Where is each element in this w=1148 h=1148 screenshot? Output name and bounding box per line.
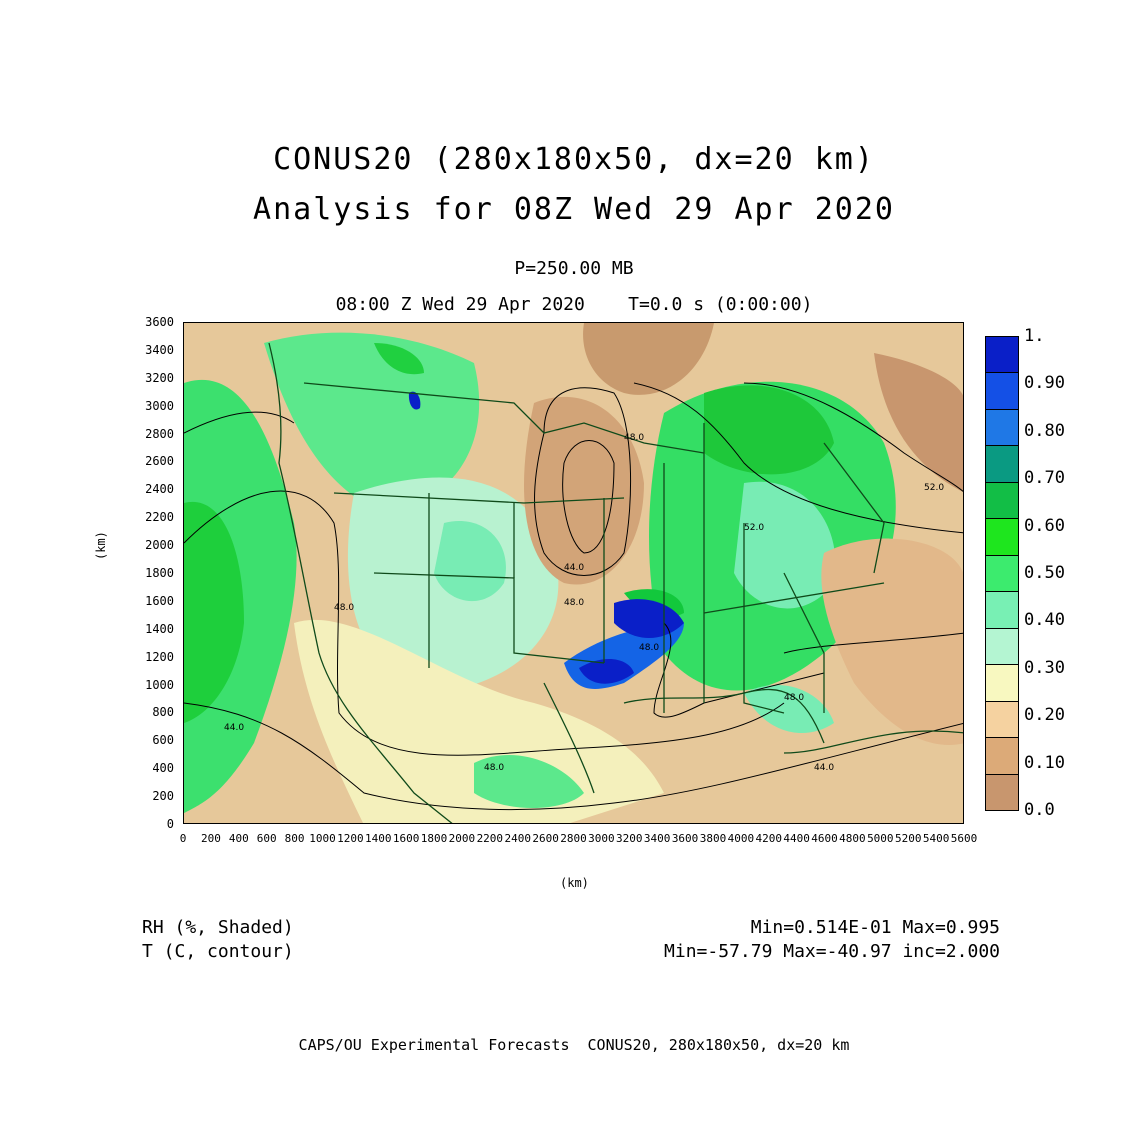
x-axis-unit: (km) <box>560 876 589 890</box>
x-tick-label: 2600 <box>532 832 559 845</box>
colorbar-swatch <box>985 591 1019 629</box>
x-tick-label: 1800 <box>420 832 448 845</box>
y-tick-label: 1800 <box>145 566 174 580</box>
colorbar-swatch <box>985 554 1019 593</box>
y-tick-label: 2400 <box>145 482 174 497</box>
x-tick-label: 3800 <box>699 832 727 845</box>
x-tick-label: 1200 <box>337 832 364 845</box>
x-tick-label: 200 <box>200 832 221 845</box>
valid-time: 08:00 Z Wed 29 Apr 2020 T=0.0 s (0:00:00… <box>335 294 813 315</box>
y-tick-label: 3400 <box>145 342 174 357</box>
y-tick-label: 1400 <box>145 621 174 636</box>
y-tick-label: 1000 <box>145 677 174 692</box>
plot-title: CONUS20 (280x180x50, dx=20 km) <box>273 142 875 177</box>
y-tick-label: 1200 <box>145 649 174 664</box>
x-tick-label: 4400 <box>783 832 810 845</box>
colorbar-label: 0.60 <box>1024 515 1065 536</box>
colorbar-swatch <box>985 737 1019 775</box>
colorbar-label: 0.20 <box>1024 705 1065 726</box>
x-tick-label: 5600 <box>950 832 978 845</box>
plot-subtitle: Analysis for 08Z Wed 29 Apr 2020 <box>253 192 895 227</box>
x-tick-label: 3400 <box>643 832 671 845</box>
contour-label: 44.0 <box>224 723 245 733</box>
y-tick-label: 3200 <box>145 370 174 385</box>
contour-label: 44.0 <box>564 563 585 573</box>
rh-colorbar <box>985 336 1019 811</box>
colorbar-swatch <box>985 773 1019 811</box>
colorbar-swatch <box>985 408 1019 447</box>
x-tick-label: 800 <box>284 832 305 845</box>
pressure-level: P=250.00 MB <box>514 258 634 279</box>
x-tick-label: 4600 <box>811 832 838 845</box>
y-axis-unit: (km) <box>94 531 108 560</box>
x-tick-label: 2400 <box>504 832 531 845</box>
x-tick-label: 3600 <box>671 832 699 845</box>
contour-label: 48.0 <box>624 433 645 443</box>
y-tick-label: 400 <box>152 761 174 776</box>
x-tick-label: 4800 <box>839 832 866 845</box>
x-tick-label: 3200 <box>616 832 643 845</box>
contour-label: 48.0 <box>334 603 355 613</box>
colorbar-swatch <box>985 664 1019 702</box>
colorbar-label: 0.0 <box>1024 800 1055 820</box>
y-tick-label: 2800 <box>145 426 174 441</box>
contour-label: 48.0 <box>639 643 660 653</box>
contour-label: 52.0 <box>744 523 765 533</box>
colorbar-swatch <box>985 445 1019 483</box>
map-canvas <box>184 323 963 823</box>
x-tick-label: 2000 <box>448 832 476 845</box>
y-tick-label: 1600 <box>145 593 174 608</box>
x-tick-label: 2800 <box>560 832 587 845</box>
y-tick-label: 3600 <box>145 315 174 329</box>
rh-temperature-map: 48.0 44.0 48.0 48.0 44.0 48.0 52.0 52.0 48.0 48.0… <box>183 322 964 824</box>
colorbar-label: 0.70 <box>1024 468 1065 489</box>
x-tick-label: 0 <box>179 832 187 845</box>
x-tick-label: 4200 <box>755 832 783 845</box>
contour-field-label: T (C, contour) <box>142 941 294 962</box>
y-tick-label: 2200 <box>145 510 174 525</box>
x-tick-label: 5000 <box>867 832 894 845</box>
y-tick-label: 2600 <box>145 454 174 469</box>
colorbar-swatch <box>985 336 1019 374</box>
x-tick-label: 2200 <box>476 832 504 845</box>
y-tick-label: 0 <box>166 817 174 831</box>
x-tick-label: 400 <box>228 832 249 845</box>
contour-label: 52.0 <box>924 483 945 493</box>
x-tick-label: 1600 <box>392 832 420 845</box>
colorbar-swatch <box>985 627 1019 666</box>
contour-label: 48.0 <box>784 693 805 703</box>
contour-label: 44.0 <box>814 763 835 773</box>
contour-label: 48.0 <box>564 598 585 608</box>
colorbar-label: 0.40 <box>1024 610 1065 631</box>
colorbar-label: 0.50 <box>1024 563 1065 583</box>
colorbar-swatch <box>985 700 1019 739</box>
x-tick-label: 5200 <box>894 832 922 845</box>
x-tick-label: 1400 <box>365 832 392 845</box>
x-tick-label: 1000 <box>309 832 336 845</box>
colorbar-swatch <box>985 518 1019 556</box>
contour-field-stats: Min=-57.79 Max=-40.97 inc=2.000 <box>664 941 1000 962</box>
x-tick-label: 3000 <box>588 832 615 845</box>
colorbar-swatch <box>985 481 1019 520</box>
x-tick-label: 600 <box>256 832 277 845</box>
colorbar-swatch <box>985 372 1019 410</box>
y-tick-label: 2000 <box>145 538 174 553</box>
colorbar-label: 0.10 <box>1024 752 1065 773</box>
colorbar-label: 1. <box>1024 326 1045 346</box>
x-tick-label: 4000 <box>727 832 755 845</box>
y-tick-label: 200 <box>152 789 174 804</box>
shaded-field-stats: Min=0.514E-01 Max=0.995 <box>750 917 1000 938</box>
shaded-field-label: RH (%, Shaded) <box>142 917 294 938</box>
footer-credit: CAPS/OU Experimental Forecasts CONUS20, … <box>298 1036 850 1054</box>
y-tick-label: 800 <box>152 705 174 720</box>
colorbar-label: 0.30 <box>1024 657 1065 678</box>
y-tick-label: 3000 <box>145 398 174 413</box>
colorbar-label: 0.80 <box>1024 420 1065 441</box>
y-tick-label: 600 <box>152 733 174 748</box>
colorbar-label: 0.90 <box>1024 373 1065 394</box>
x-tick-label: 5400 <box>922 832 950 845</box>
contour-label: 48.0 <box>484 763 505 773</box>
